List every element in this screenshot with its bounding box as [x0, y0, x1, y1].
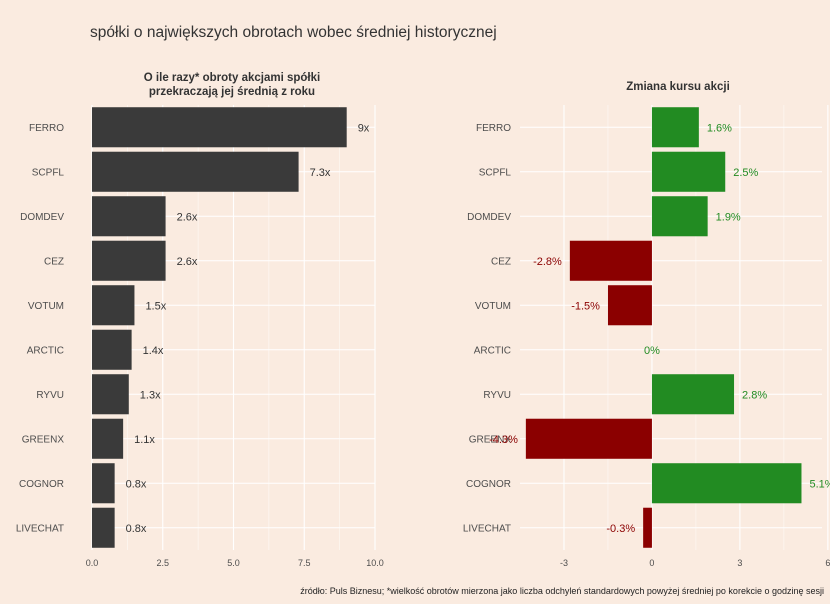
x-tick-label: 3 — [737, 558, 742, 568]
x-tick-label: 6 — [825, 558, 830, 568]
bar — [92, 107, 347, 148]
category-label: CEZ — [491, 256, 511, 267]
bar — [92, 463, 115, 504]
bar — [651, 463, 802, 504]
category-label: SCPFL — [479, 167, 512, 178]
bar — [643, 507, 652, 548]
x-tick-label: 0.0 — [86, 558, 99, 568]
data-label: 2.8% — [742, 389, 767, 401]
category-label: COGNOR — [19, 479, 64, 490]
price-change-chart: Zmiana kursu akcji FERRO 1.6% SCPFL 2.5% DOMD… — [463, 81, 830, 568]
category-label: SCPFL — [32, 167, 65, 178]
x-tick-label: -3 — [560, 558, 568, 568]
bar — [651, 107, 699, 148]
x-tick-label: 2.5 — [156, 558, 169, 568]
data-label: 2.5% — [733, 167, 758, 179]
category-label: RYVU — [483, 390, 511, 401]
data-label: 7.3x — [310, 167, 331, 179]
category-label: DOMDEV — [20, 212, 64, 223]
category-label: GREENX — [22, 434, 65, 445]
bar — [651, 196, 708, 237]
category-label: FERRO — [476, 123, 511, 134]
panel-title: O ile razy* obroty akcjami spółki przekra… — [144, 72, 320, 98]
data-label: 5.1% — [809, 478, 830, 490]
data-label: 2.6x — [177, 211, 198, 223]
data-label: 0% — [644, 345, 660, 357]
panel-title: Zmiana kursu akcji — [626, 81, 730, 93]
bar — [92, 418, 124, 459]
bar — [92, 507, 115, 548]
data-label: -4.3% — [489, 434, 518, 446]
category-label: GREENX — [469, 434, 512, 445]
bar — [651, 374, 735, 415]
bar — [569, 240, 652, 281]
category-label: LIVECHAT — [16, 523, 64, 534]
turnover-ratio-chart: O ile razy* obroty akcjami spółki przekra… — [16, 72, 384, 568]
data-label: 1.5x — [145, 300, 166, 312]
data-label: -1.5% — [571, 300, 600, 312]
panel-title-line: Zmiana kursu akcji — [626, 81, 730, 93]
panel-title-line: przekraczają jej średnią z roku — [149, 86, 315, 98]
category-label: CEZ — [44, 256, 64, 267]
page-title: spółki o największych obrotach wobec śre… — [90, 24, 497, 41]
bar — [92, 240, 166, 281]
category-label: ARCTIC — [474, 345, 511, 356]
x-tick-label: 10.0 — [366, 558, 384, 568]
bar — [651, 151, 726, 192]
bar — [92, 151, 299, 192]
category-label: ARCTIC — [27, 345, 64, 356]
x-tick-label: 0 — [649, 558, 654, 568]
category-label: VOTUM — [475, 301, 511, 312]
data-label: 0.8x — [126, 523, 147, 535]
data-label: 1.6% — [707, 122, 732, 134]
bar — [92, 196, 166, 237]
bar — [607, 285, 652, 326]
data-label: 2.6x — [177, 256, 198, 268]
data-label: -0.3% — [606, 523, 635, 535]
category-label: RYVU — [36, 390, 64, 401]
category-label: DOMDEV — [467, 212, 511, 223]
category-label: VOTUM — [28, 301, 64, 312]
x-tick-label: 5.0 — [227, 558, 240, 568]
panel-title-line: O ile razy* obroty akcjami spółki — [144, 72, 320, 84]
bar — [525, 418, 652, 459]
category-label: COGNOR — [466, 479, 511, 490]
source-note: źródło: Puls Biznesu; *wielkość obrotów … — [300, 586, 824, 596]
data-label: -2.8% — [533, 256, 562, 268]
bar — [92, 329, 132, 370]
data-label: 1.4x — [143, 345, 164, 357]
data-label: 0.8x — [126, 478, 147, 490]
data-label: 9x — [358, 122, 370, 134]
bar — [92, 285, 135, 326]
data-label: 1.9% — [716, 211, 741, 223]
data-label: 1.3x — [140, 389, 161, 401]
bar — [92, 374, 129, 415]
data-label: 1.1x — [134, 434, 155, 446]
category-label: LIVECHAT — [463, 523, 511, 534]
category-label: FERRO — [29, 123, 64, 134]
x-tick-label: 7.5 — [298, 558, 311, 568]
